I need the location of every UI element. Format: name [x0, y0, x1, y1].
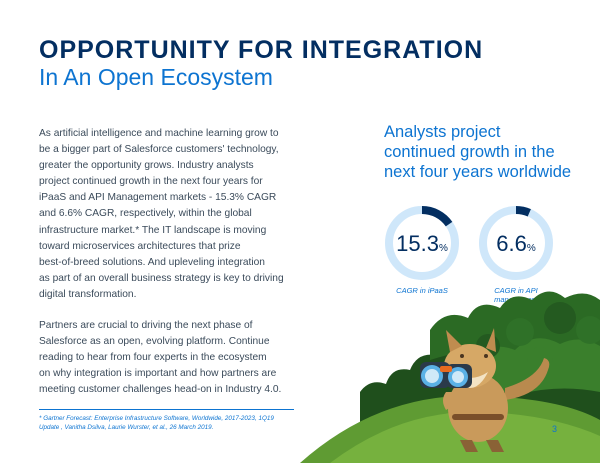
stat-ring-api: 6.6%: [478, 205, 554, 281]
paragraph-line: iPaaS and API Management markets - 15.3%…: [39, 192, 277, 204]
stat-unit: %: [438, 243, 448, 254]
footnote: * Gartner Forecast: Enterprise Infrastru…: [39, 415, 319, 432]
ring-progress-arc: [515, 206, 531, 217]
headline-line: Analysts project: [384, 123, 501, 141]
paragraph-line: as part of an overall business strategy …: [39, 272, 284, 284]
paragraph-line: Partners are crucial to driving the next…: [39, 320, 253, 331]
footnote-line: * Gartner Forecast: Enterprise Infrastru…: [39, 415, 274, 422]
stat-label-ipaas: CAGR in iPaaS: [384, 286, 460, 295]
stat-number: 6.6: [496, 231, 527, 256]
stat-number: 15.3: [396, 231, 439, 256]
ring-chart-api: [479, 206, 553, 280]
paragraph-line: be a bigger part of Salesforce customers…: [39, 144, 279, 156]
stat-value: 6.6%: [478, 231, 554, 257]
page-subtitle: In An Open Ecosystem: [39, 64, 273, 90]
footnote-divider: [39, 409, 294, 410]
stat-label-line: CAGR in API: [494, 286, 538, 295]
mascot-figure: [420, 328, 550, 452]
intro-paragraph: As artificial intelligence and machine l…: [39, 126, 339, 303]
ring-progress-arc: [421, 206, 453, 227]
footnote-line: Update , Vanitha Dsilva, Laurie Wurster,…: [39, 423, 214, 431]
headline-line: next four years worldwide: [384, 163, 572, 181]
paragraph-line: greater the opportunity grows. Industry …: [39, 160, 254, 172]
paragraph-line: infrastructure market.* The IT landscape…: [39, 224, 267, 236]
paragraph-line: As artificial intelligence and machine l…: [39, 128, 279, 139]
stat-ring-ipaas: 15.3%: [384, 205, 460, 281]
partners-paragraph: Partners are crucial to driving the next…: [39, 318, 339, 398]
stat-label-line: CAGR in iPaaS: [396, 286, 448, 295]
stat-unit: %: [526, 243, 536, 254]
paragraph-line: on why integration is important and how …: [39, 368, 277, 380]
headline-line: continued growth in the: [384, 143, 555, 161]
page-title: OPPORTUNITY FOR INTEGRATION: [39, 36, 484, 64]
ring-chart-ipaas: [385, 206, 459, 280]
paragraph-line: best-of-breed solutions. And upleveling …: [39, 256, 265, 268]
stat-value: 15.3%: [384, 231, 460, 257]
analysts-headline: Analysts project continued growth in the…: [384, 122, 584, 182]
paragraph-line: and 6.6% CAGR, respectively, within the …: [39, 208, 252, 220]
paragraph-line: meeting customer challenges head-on in I…: [39, 384, 282, 396]
page-number: 3: [552, 424, 558, 434]
paragraph-line: digital transformation.: [39, 288, 137, 300]
paragraph-line: Salesforce as an open, evolving platform…: [39, 336, 270, 348]
binoculars-icon: [420, 362, 472, 388]
paragraph-line: reading to hear from four experts in the…: [39, 352, 267, 364]
paragraph-line: toward microservices architectures that …: [39, 240, 241, 252]
paragraph-line: project continued growth in the next fou…: [39, 176, 263, 188]
